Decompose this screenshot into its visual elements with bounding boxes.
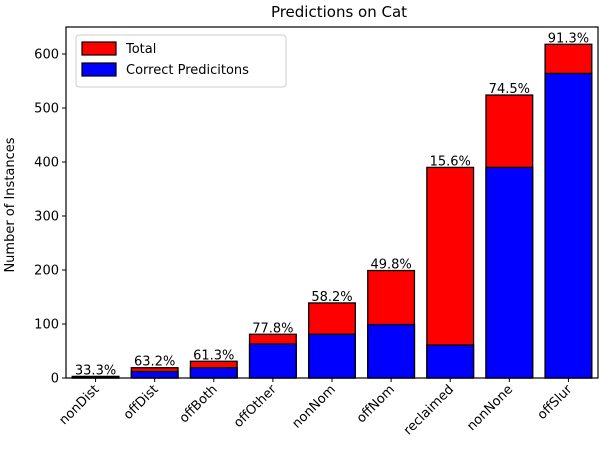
x-tick-label: reclaimed — [401, 382, 457, 438]
x-tick-label: offDist — [121, 382, 162, 423]
x-tick-label: nonNone — [464, 382, 516, 434]
legend-swatch — [81, 41, 117, 56]
bar-correct-offBoth — [189, 367, 238, 379]
y-tick-label: 500 — [34, 102, 59, 117]
bar-total-reclaimed — [426, 166, 475, 379]
x-tick-label: nonNom — [289, 382, 338, 431]
y-axis-label: Number of Instances — [3, 137, 18, 272]
bar-percent-label: 61.3% — [193, 348, 234, 363]
chart-title: Predictions on Cat — [271, 3, 407, 21]
x-tick-label: nonDist — [56, 382, 102, 428]
y-tick-label: 400 — [34, 156, 59, 171]
legend-label: Total — [125, 42, 156, 57]
x-tick-label: offOther — [231, 382, 280, 431]
legend: Total Correct Predicitons — [75, 34, 287, 88]
legend-box — [75, 34, 287, 88]
x-tick-label: offNom — [354, 382, 398, 426]
bar-percent-label: 15.6% — [430, 154, 471, 169]
bars-layer: 33.3% 63.2% 61.3% 77.8% 58.2% 49.8% 15.6% 74.5%… — [71, 31, 593, 379]
bar-correct-offNom — [367, 323, 416, 379]
bar-percent-label: 33.3% — [75, 363, 116, 378]
bar-correct-offDist — [130, 370, 179, 379]
bar-percent-label: 77.8% — [252, 321, 293, 336]
x-tick-label: offSlur — [535, 382, 576, 423]
y-tick-label: 0 — [51, 372, 59, 387]
legend-swatch — [81, 62, 117, 77]
bar-correct-nonNom — [307, 333, 356, 379]
x-tick-label: offBoth — [177, 382, 221, 426]
y-tick-label: 200 — [34, 264, 59, 279]
legend-label: Correct Predicitons — [126, 63, 249, 78]
bar-percent-label: 74.5% — [489, 82, 530, 97]
bar-percent-label: 63.2% — [134, 355, 175, 370]
bar-percent-label: 91.3% — [548, 31, 589, 46]
bar-correct-offOther — [248, 343, 297, 379]
y-tick-label: 600 — [34, 48, 59, 63]
bar-correct-offSlur — [544, 72, 593, 379]
y-tick-label: 100 — [34, 318, 59, 333]
bar-correct-nonNone — [485, 166, 534, 379]
bar-percent-label: 58.2% — [311, 290, 352, 305]
y-tick-label: 300 — [34, 210, 59, 225]
bar-correct-reclaimed — [426, 344, 475, 379]
bar-percent-label: 49.8% — [370, 258, 411, 273]
